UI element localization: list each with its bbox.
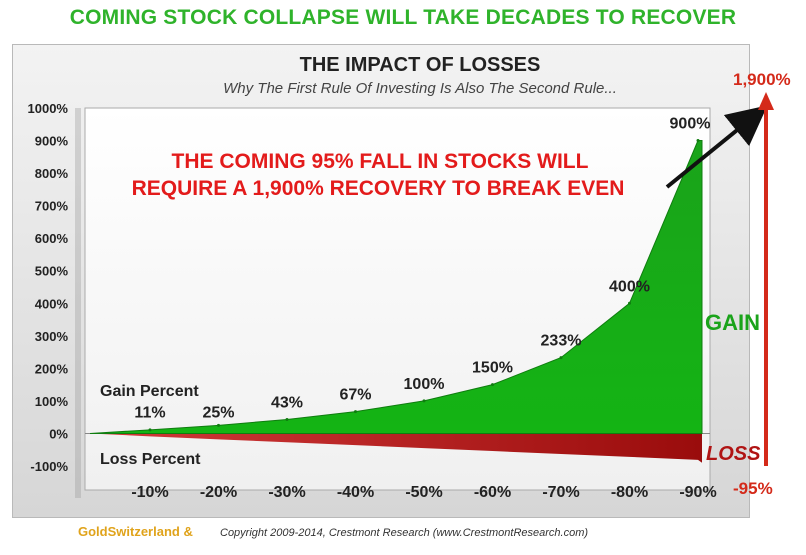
x-tick-label: -90% [679, 484, 716, 501]
y-tick-label: 400% [35, 296, 69, 311]
loss-region-label: LOSS [706, 443, 761, 465]
recovery-bottom-value: -95% [733, 479, 773, 498]
recovery-top-value: 1,900% [733, 70, 791, 89]
gain-point [628, 301, 631, 305]
gain-value-label: 233% [541, 333, 582, 350]
y-tick-label: 100% [35, 394, 69, 409]
headline: COMING STOCK COLLAPSE WILL TAKE DECADES … [69, 6, 737, 29]
y-tick-label: 700% [35, 199, 69, 214]
callout-line-1: THE COMING 95% FALL IN STOCKS WILL [172, 150, 589, 173]
gain-value-label: 67% [339, 387, 371, 404]
gain-point [354, 410, 357, 414]
y-tick-label: 0% [49, 426, 68, 441]
y-tick-label: 600% [35, 231, 69, 246]
y-tick-label: 800% [35, 166, 69, 181]
x-tick-label: -70% [542, 484, 579, 501]
gain-value-label: 900% [670, 116, 711, 133]
gain-point [148, 428, 152, 432]
gain-value-label: 150% [472, 360, 513, 377]
gain-point [217, 423, 220, 427]
x-tick-label: -10% [131, 484, 168, 501]
y-tick-label: -100% [30, 459, 68, 474]
footer-copyright: Copyright 2009-2014, Crestmont Research … [220, 527, 589, 539]
gain-value-label: 400% [609, 278, 650, 295]
recovery-arrowhead [758, 92, 774, 110]
loss-area [90, 433, 702, 463]
x-tick-label: -60% [474, 484, 511, 501]
x-tick-label: -50% [405, 484, 442, 501]
loss-percent-label: Loss Percent [100, 451, 201, 468]
callout-arrow [665, 105, 768, 189]
callout-line-2: REQUIRE A 1,900% RECOVERY TO BREAK EVEN [132, 177, 625, 200]
x-tick-label: -80% [611, 484, 648, 501]
y-tick-label: 1000% [28, 101, 69, 116]
gain-percent-label: Gain Percent [100, 383, 199, 400]
gain-value-label: 25% [202, 404, 234, 421]
gain-value-label: 11% [134, 404, 165, 421]
x-tick-label: -40% [337, 484, 374, 501]
chart-subtitle: Why The First Rule Of Investing Is Also … [223, 80, 617, 97]
chart-title: THE IMPACT OF LOSSES [299, 54, 541, 76]
footer-brand: GoldSwitzerland & [78, 524, 193, 539]
gain-point [285, 417, 289, 421]
gain-region-label: GAIN [705, 310, 760, 335]
gain-point [559, 356, 563, 360]
gain-point [696, 139, 700, 143]
gain-value-label: 100% [404, 376, 445, 393]
y-tick-label: 200% [35, 361, 69, 376]
gain-point [491, 383, 494, 387]
x-tick-label: -30% [268, 484, 305, 501]
x-tick-label: -20% [200, 484, 237, 501]
gain-point [422, 399, 426, 403]
gain-value-label: 43% [271, 394, 303, 411]
y-tick-label: 900% [35, 134, 69, 149]
y-tick-label: 500% [35, 264, 69, 279]
y-tick-label: 300% [35, 329, 69, 344]
